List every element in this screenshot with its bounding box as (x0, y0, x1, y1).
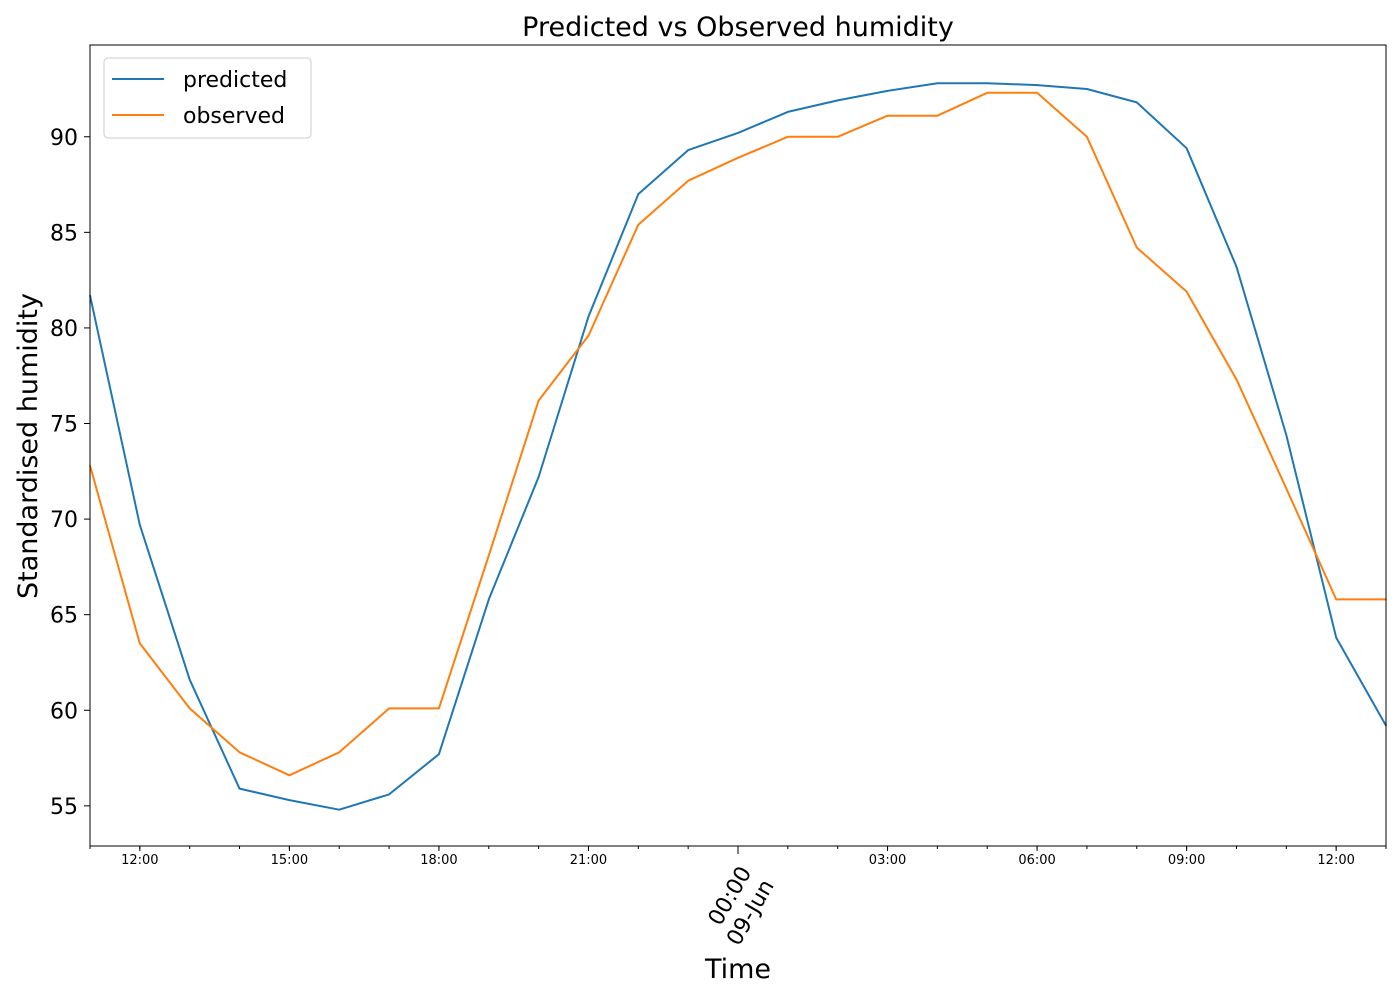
data-point-predicted-3 (238, 787, 241, 790)
data-point-observed-13 (737, 157, 739, 159)
series-line-predicted (89, 82, 1387, 811)
data-point-observed-8 (488, 554, 490, 557)
x-tick-label: 12:00 (121, 853, 158, 868)
data-point-predicted-8 (488, 598, 490, 601)
data-point-predicted-22 (1185, 147, 1188, 149)
data-point-observed-5 (338, 751, 341, 754)
x-axis: 12:00 15:00 18:00 21:00 00:0009-Jun 03:00 06:0… (89, 846, 1387, 950)
y-tick-label: 55 (50, 795, 78, 820)
y-axis: 55 60 65 70 75 80 85 90 (50, 126, 90, 820)
data-point-observed-22 (1185, 290, 1188, 293)
data-point-predicted-21 (1136, 101, 1138, 104)
y-tick-label: 65 (50, 604, 78, 629)
data-point-predicted-7 (438, 753, 440, 755)
data-point-observed-17 (936, 114, 939, 117)
chart-title: Predicted vs Observed humidity (522, 12, 954, 43)
data-point-predicted-19 (1036, 84, 1038, 86)
data-point-predicted-11 (637, 193, 640, 195)
legend-label-predicted: predicted (183, 68, 287, 93)
data-point-predicted-4 (288, 799, 291, 801)
data-point-observed-16 (886, 114, 889, 117)
x-tick-label: 09:00 (1168, 853, 1205, 868)
y-tick-label: 70 (50, 508, 78, 533)
data-point-predicted-13 (737, 132, 739, 134)
x-tick-label: 15:00 (271, 853, 308, 868)
data-point-predicted-18 (986, 82, 988, 84)
data-point-observed-7 (438, 707, 440, 710)
data-point-observed-6 (388, 707, 390, 710)
data-point-predicted-25 (1335, 636, 1337, 639)
data-point-predicted-23 (1235, 266, 1238, 268)
data-point-observed-11 (637, 223, 640, 226)
series-line-observed (89, 91, 1386, 777)
data-point-observed-18 (986, 92, 988, 94)
data-point-predicted-16 (886, 90, 889, 92)
data-point-predicted-14 (787, 111, 789, 113)
plot-area (89, 44, 1387, 847)
data-point-observed-15 (836, 136, 839, 138)
data-point-observed-25 (1335, 598, 1337, 601)
x-axis-label: Time (704, 954, 771, 985)
y-tick-label: 90 (50, 126, 78, 151)
y-axis-label: Standardised humidity (13, 293, 44, 599)
y-tick-label: 75 (50, 413, 78, 438)
data-point-observed-10 (587, 334, 590, 337)
data-point-predicted-1 (139, 524, 141, 526)
data-point-predicted-5 (338, 808, 341, 811)
data-point-observed-4 (288, 774, 291, 777)
data-point-predicted-9 (537, 476, 540, 478)
data-point-observed-14 (787, 136, 789, 138)
data-point-observed-23 (1235, 378, 1238, 381)
legend-label-observed: observed (183, 104, 285, 129)
data-point-observed-1 (139, 642, 141, 645)
data-point-observed-12 (687, 179, 689, 182)
x-tick-label-major: 00:0009-Jun (700, 863, 780, 950)
plot-frame (89, 44, 1387, 847)
data-point-predicted-15 (836, 99, 839, 102)
data-point-observed-9 (537, 399, 540, 402)
data-point-observed-24 (1285, 487, 1288, 490)
data-point-predicted-12 (687, 149, 689, 151)
data-point-predicted-10 (587, 315, 590, 318)
data-point-predicted-6 (388, 793, 390, 796)
data-point-observed-19 (1036, 92, 1038, 94)
x-tick-label: 06:00 (1018, 853, 1055, 868)
x-tick-label: 12:00 (1317, 853, 1354, 868)
y-tick-label: 60 (50, 699, 78, 724)
data-point-observed-21 (1136, 246, 1138, 249)
data-point-observed-2 (188, 707, 191, 710)
y-tick-label: 85 (50, 221, 78, 246)
x-tick-label: 03:00 (869, 853, 906, 868)
legend: predicted observed (103, 57, 312, 139)
x-tick-label: 18:00 (420, 853, 457, 868)
data-point-predicted-20 (1086, 88, 1088, 90)
y-tick-label: 80 (50, 317, 78, 342)
data-point-predicted-2 (188, 678, 191, 681)
data-point-predicted-24 (1285, 434, 1288, 436)
x-tick-label: 21:00 (570, 853, 607, 868)
data-point-predicted-17 (936, 82, 939, 84)
data-point-observed-3 (238, 751, 241, 754)
data-point-observed-20 (1086, 136, 1088, 138)
